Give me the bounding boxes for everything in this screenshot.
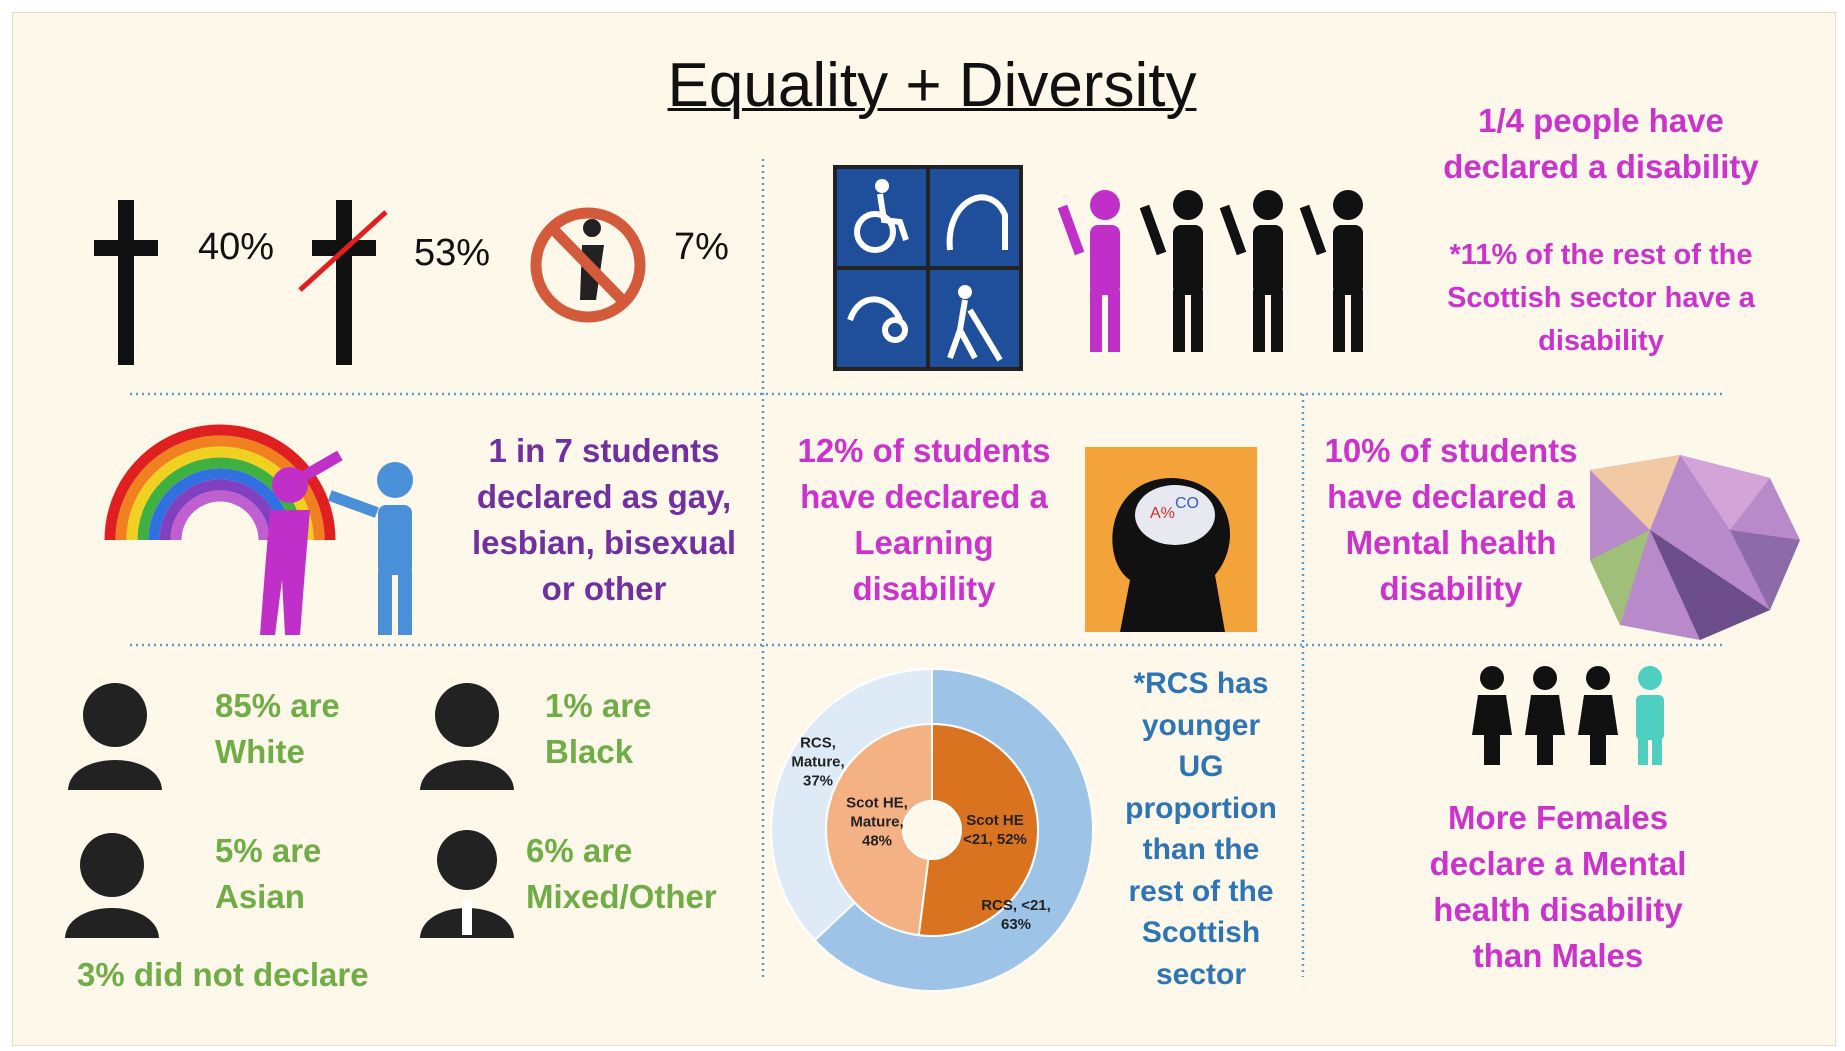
ethnicity-icons xyxy=(65,683,514,938)
donut-label: Scot HE <21, 52% xyxy=(963,812,1027,848)
ethnicity-stat: 1% are Black xyxy=(545,687,652,770)
people-icons xyxy=(1057,190,1363,352)
title: Equality + Diversity xyxy=(667,51,1197,120)
ethnicity-stat: 3% did not declare xyxy=(77,956,369,993)
learning-stat: 12% of students have declared a Learning… xyxy=(797,432,1051,607)
dividers xyxy=(130,159,1724,977)
disability-headline: 1/4 people have declared a disability xyxy=(1443,102,1759,185)
couple-icon xyxy=(260,450,413,635)
donut-segment xyxy=(917,722,1039,937)
learning-icon: A%CO xyxy=(1085,447,1257,632)
religion-stat: 40% xyxy=(198,226,275,268)
donut-label: RCS, Mature, 37% xyxy=(791,734,845,790)
brain-icon xyxy=(1590,455,1800,640)
donut-segment xyxy=(825,722,933,937)
cross-icon xyxy=(94,200,158,365)
disability-note: *11% of the rest of the Scottish sector … xyxy=(1447,239,1755,357)
svg-text:CO: CO xyxy=(1175,495,1199,512)
no-religion-icon xyxy=(530,207,646,323)
gender-note: More Females declare a Mental health dis… xyxy=(1429,799,1687,974)
age-donut xyxy=(770,667,1094,992)
gender-icons xyxy=(1472,666,1664,765)
svg-text:A%: A% xyxy=(1150,505,1175,522)
ethnicity-stat: 5% are Asian xyxy=(215,832,322,915)
crossed-cross-icon xyxy=(298,200,388,365)
donut-label: RCS, <21, 63% xyxy=(981,897,1051,933)
religion-stat: 7% xyxy=(674,226,729,268)
lgbt-stat: 1 in 7 students declared as gay, lesbian… xyxy=(471,432,737,607)
mental-stat: 10% of students have declared a Mental h… xyxy=(1324,432,1578,607)
donut-label: Scot HE, Mature, 48% xyxy=(846,794,908,850)
age-note: *RCS has younger UG proportion than the … xyxy=(1125,667,1277,991)
ethnicity-stat: 6% are Mixed/Other xyxy=(526,832,717,915)
religion-stat: 53% xyxy=(414,232,491,274)
ethnicity-stat: 85% are White xyxy=(215,687,340,770)
disability-icons xyxy=(833,165,1023,371)
